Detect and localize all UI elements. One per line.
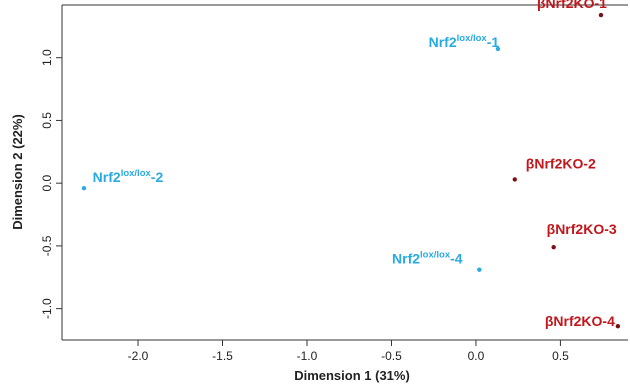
data-point xyxy=(477,267,482,272)
x-tick-label: -1.0 xyxy=(297,349,318,363)
plot-frame xyxy=(61,4,628,341)
data-point xyxy=(551,244,556,250)
y-axis: -1.0 -0.5 0.0 0.5 1.0 xyxy=(40,49,62,319)
point-label: βNrf2KO-2 xyxy=(526,155,596,171)
data-points xyxy=(81,12,621,329)
x-tick-label: 0.0 xyxy=(468,349,485,363)
x-tick-label: -1.5 xyxy=(212,349,233,363)
data-point xyxy=(615,323,621,329)
x-tick-label: 0.5 xyxy=(552,349,569,363)
y-tick-label: 1.0 xyxy=(40,49,54,66)
point-label: Nrf2lox/lox-1 xyxy=(429,33,500,50)
y-tick-label: -1.0 xyxy=(40,298,54,319)
point-label: Nrf2lox/lox-4 xyxy=(392,250,463,267)
y-tick-label: -0.5 xyxy=(40,235,54,256)
x-tick-label: -2.0 xyxy=(128,349,149,363)
point-label: βNrf2KO-3 xyxy=(547,221,617,237)
y-tick-label: 0.0 xyxy=(40,175,54,192)
data-point xyxy=(495,46,501,52)
data-point xyxy=(81,185,87,191)
x-axis-title: Dimension 1 (31%) xyxy=(294,368,410,383)
y-axis-title: Dimension 2 (22%) xyxy=(10,114,25,230)
point-label: βNrf2KO-4 xyxy=(545,313,615,329)
data-point xyxy=(512,177,517,182)
y-tick-label: 0.5 xyxy=(40,112,54,129)
point-label: Nrf2lox/lox-2 xyxy=(93,168,164,185)
point-label: βNrf2KO-1 xyxy=(537,0,607,11)
x-tick-label: -0.5 xyxy=(381,349,402,363)
data-point xyxy=(598,12,604,18)
x-axis: -2.0 -1.5 -1.0 -0.5 0.0 0.5 xyxy=(128,340,569,363)
point-labels: Nrf2lox/lox-1 Nrf2lox/lox-2 Nrf2lox/lox-4 β… xyxy=(93,0,617,329)
